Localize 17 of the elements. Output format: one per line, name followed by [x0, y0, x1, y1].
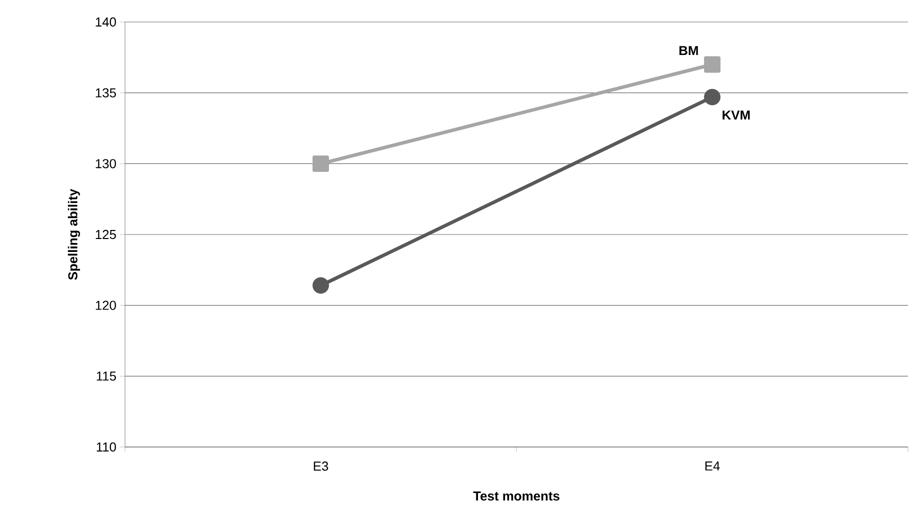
point: [704, 56, 720, 73]
y-tick-label: 135: [96, 88, 116, 98]
series-label: BM: [679, 46, 698, 55]
point: [312, 155, 329, 172]
x-tick-label: E3: [314, 462, 328, 471]
y-tick-label: 125: [96, 230, 116, 240]
y-axis-title: Spelling ability: [68, 188, 80, 280]
point: [704, 88, 720, 106]
series-label: KVM: [722, 110, 750, 120]
x-axis-title: Test moments: [473, 492, 560, 501]
y-tick-label: 110: [96, 442, 116, 452]
point: [312, 277, 329, 294]
y-tick-label: 140: [96, 17, 116, 27]
y-tick-label: 130: [96, 159, 116, 168]
y-tick-label: 115: [96, 372, 116, 381]
x-tick-label: E4: [705, 462, 720, 470]
y-tick-label: 120: [96, 300, 116, 310]
